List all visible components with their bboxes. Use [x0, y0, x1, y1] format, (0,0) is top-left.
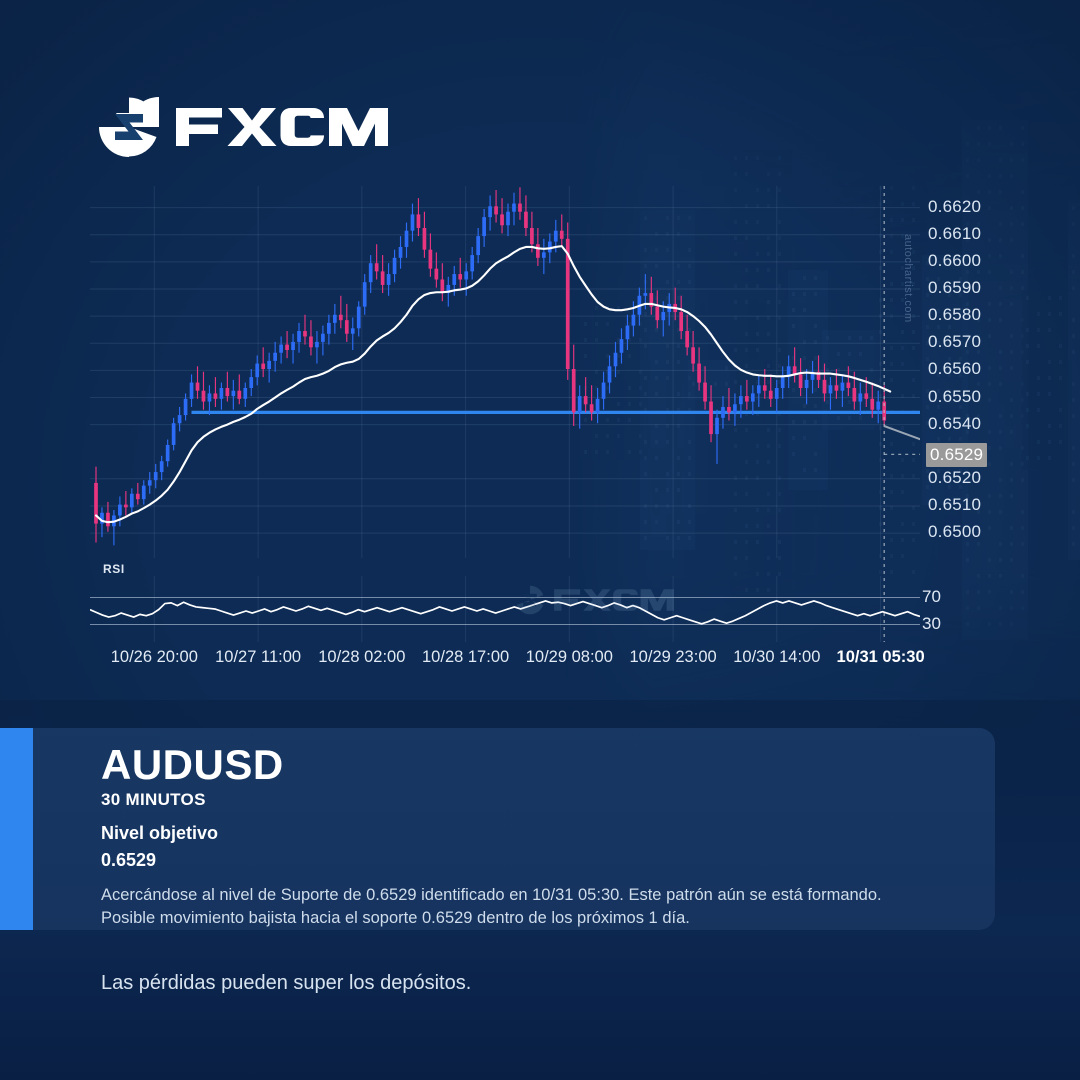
price-chart	[89, 186, 962, 646]
price-tick: 0.6580	[928, 305, 982, 325]
time-tick: 10/27 11:00	[215, 648, 302, 666]
fxcm-watermark-wordmark-icon	[554, 589, 674, 611]
time-tick: 10/30 14:00	[733, 648, 821, 666]
price-tick: 0.6590	[928, 278, 982, 297]
panel-accent-bar	[0, 728, 33, 930]
fxcm-wordmark-icon	[176, 108, 388, 146]
price-tick: 0.6610	[928, 223, 982, 243]
time-tick: 10/28 02:00	[318, 648, 406, 666]
price-axis: autochartist.com 0.6620 0.6610 0.6600 0.659…	[902, 186, 1070, 546]
time-tick: 10/31 05:30	[836, 648, 925, 666]
price-tick-current: 0.6529	[926, 443, 988, 468]
time-tick: 10/26 20:00	[110, 648, 198, 666]
candlestick-svg	[89, 186, 962, 642]
rsi-label: RSI	[103, 562, 125, 576]
instrument-symbol: AUDUSD	[101, 741, 284, 788]
fxcm-logo	[98, 96, 404, 158]
rsi-level-label: 70	[922, 586, 941, 606]
price-tick: 0.6620	[928, 196, 982, 216]
info-panel: AUDUSD 30 MINUTOS Nivel objetivo 0.6529 …	[33, 728, 995, 930]
price-tick: 0.6550	[928, 386, 982, 406]
price-tick: 0.6500	[928, 522, 982, 542]
fxcm-watermark-mark-icon	[516, 585, 544, 615]
price-tick: 0.6600	[928, 250, 982, 270]
price-tick: 0.6520	[928, 467, 982, 487]
target-level-value: 0.6529	[101, 850, 157, 870]
time-tick: 10/29 23:00	[629, 648, 717, 666]
risk-disclaimer: Las pérdidas pueden super los depósitos.	[101, 972, 472, 994]
price-tick: 0.6570	[928, 332, 982, 352]
timeframe-label: 30 MINUTOS	[101, 790, 206, 809]
autochartist-watermark: autochartist.com	[902, 234, 914, 323]
analysis-description-line-1: Acercándose al nivel de Suporte de 0.652…	[101, 886, 882, 904]
time-axis: 10/26 20:00 10/27 11:00 10/28 02:00 10/28 1…	[90, 648, 925, 674]
price-tick: 0.6540	[928, 413, 982, 433]
analysis-description: Acercándose al nivel de Suporte de 0.652…	[101, 884, 975, 931]
price-tick: 0.6510	[928, 495, 982, 514]
time-tick: 10/28 17:00	[422, 648, 510, 666]
price-tick: 0.6560	[928, 359, 982, 379]
fxcm-chart-watermark	[515, 578, 695, 622]
time-tick: 10/29 08:00	[525, 648, 613, 666]
target-level-label: Nivel objetivo	[101, 823, 219, 843]
rsi-level-label: 30	[922, 613, 941, 633]
fxcm-mark-icon	[98, 96, 160, 158]
analysis-description-line-2: Posible movimiento bajista hacia el sopo…	[101, 909, 690, 928]
